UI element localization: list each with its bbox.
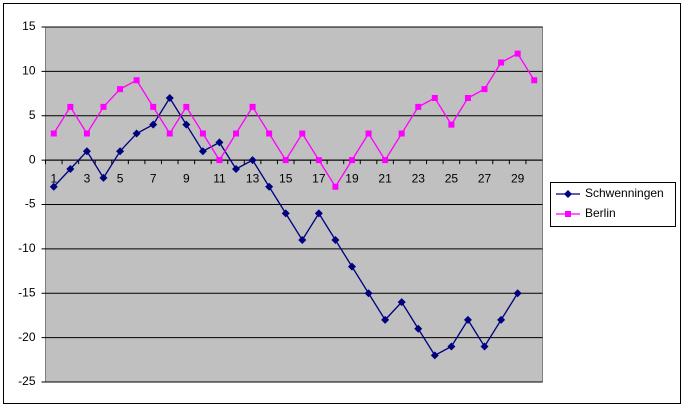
- data-point: [448, 121, 455, 128]
- data-point: [299, 130, 306, 137]
- legend: [550, 182, 676, 227]
- y-tick-label: 0: [29, 152, 36, 166]
- data-point: [83, 130, 90, 137]
- y-tick-label: -25: [18, 374, 36, 388]
- data-point: [248, 156, 257, 165]
- data-point: [182, 120, 191, 129]
- x-tick-label: 29: [511, 171, 525, 185]
- data-point: [66, 165, 75, 173]
- data-point: [331, 236, 340, 244]
- data-point: [464, 95, 471, 101]
- y-tick-label: 15: [22, 19, 36, 33]
- x-tick-label: 15: [279, 171, 293, 185]
- data-point: [50, 130, 57, 137]
- data-point: [232, 165, 241, 173]
- data-point: [431, 95, 438, 101]
- data-point: [531, 77, 538, 84]
- x-tick-label: 7: [150, 171, 157, 185]
- y-tick-label: -20: [18, 330, 36, 344]
- data-point: [463, 315, 472, 324]
- data-point: [347, 262, 356, 271]
- y-tick-label: 10: [22, 64, 36, 78]
- legend-label: Berlin: [585, 206, 616, 220]
- x-tick-label: 5: [117, 171, 124, 185]
- data-point: [397, 298, 406, 307]
- data-point: [116, 147, 125, 156]
- data-point: [183, 103, 190, 110]
- data-point: [498, 59, 505, 66]
- data-point: [315, 157, 322, 164]
- y-tick-label: -5: [25, 197, 36, 211]
- data-point: [117, 86, 124, 93]
- data-point: [99, 173, 108, 182]
- x-tick-label: 27: [478, 171, 492, 185]
- data-point: [82, 147, 91, 156]
- data-point: [67, 103, 74, 110]
- y-tick-label: 5: [29, 108, 36, 122]
- data-point: [382, 157, 389, 164]
- data-point: [132, 129, 141, 138]
- y-tick-label: -10: [18, 241, 36, 255]
- x-tick-label: 11: [213, 171, 226, 185]
- data-point: [513, 289, 522, 298]
- x-tick-label: 19: [345, 171, 359, 185]
- data-point: [381, 315, 390, 324]
- legend-marker: [565, 211, 571, 217]
- x-tick-label: 1: [50, 171, 57, 185]
- data-point: [100, 103, 107, 110]
- data-point: [149, 120, 158, 129]
- data-point: [249, 103, 256, 110]
- data-point: [215, 138, 224, 147]
- data-point: [298, 236, 307, 244]
- data-point: [348, 157, 355, 164]
- x-tick-label: 17: [312, 171, 326, 185]
- x-tick-label: 21: [378, 171, 392, 185]
- data-point: [199, 130, 206, 137]
- data-point: [165, 94, 174, 102]
- data-point: [365, 130, 372, 137]
- x-tick-label: 3: [84, 171, 91, 185]
- data-point: [314, 209, 323, 218]
- legend-marker: [564, 190, 572, 198]
- data-point: [430, 351, 439, 360]
- x-tick-label: 23: [412, 171, 426, 185]
- data-point: [480, 342, 489, 351]
- data-point: [364, 289, 373, 298]
- data-point: [497, 315, 506, 324]
- data-point: [166, 130, 173, 137]
- data-point: [481, 86, 488, 93]
- x-tick-label: 9: [183, 171, 190, 185]
- data-point: [133, 77, 140, 84]
- data-point: [398, 130, 405, 137]
- data-point: [198, 147, 207, 156]
- data-point: [216, 157, 223, 164]
- data-point: [49, 182, 58, 191]
- data-point: [150, 103, 157, 110]
- data-point: [281, 209, 290, 218]
- data-point: [514, 50, 521, 57]
- data-point: [415, 103, 422, 110]
- x-tick-label: 13: [246, 171, 260, 185]
- data-point: [282, 157, 289, 164]
- data-point: [265, 182, 274, 191]
- data-point: [233, 130, 240, 137]
- y-tick-label: -15: [18, 285, 36, 299]
- data-point: [414, 324, 423, 333]
- data-point: [447, 342, 456, 351]
- data-point: [266, 130, 273, 137]
- x-tick-label: 25: [445, 171, 459, 185]
- legend-label: Schwenningen: [585, 186, 664, 200]
- data-point: [332, 183, 339, 190]
